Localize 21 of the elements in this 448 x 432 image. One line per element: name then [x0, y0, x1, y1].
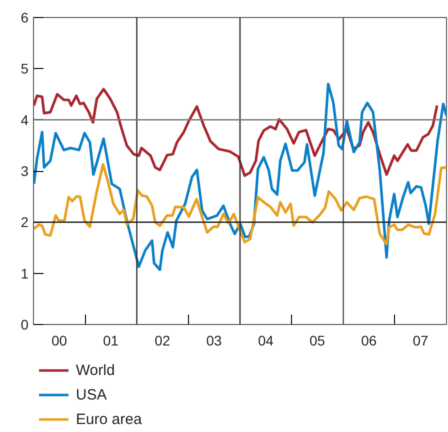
x-tick-label: 04 [258, 332, 274, 348]
legend-label: USA [76, 386, 107, 404]
x-tick-label: 06 [361, 332, 377, 348]
y-tick-label: 4 [20, 112, 29, 128]
x-tick-label: 05 [310, 332, 326, 348]
line-series [34, 82, 446, 272]
x-tick-label: 01 [103, 332, 119, 348]
y-tick-label: 1 [20, 265, 29, 282]
y-tick-label: 0 [20, 316, 29, 332]
y-tick-label: 3 [20, 163, 29, 179]
y-tick-label: 2 [20, 214, 29, 230]
line-series [34, 88, 438, 177]
x-tick-label: 02 [154, 332, 170, 348]
legend-label: Euro area [76, 411, 142, 428]
y-tick-label: 5 [20, 60, 29, 77]
line-series [34, 163, 446, 246]
x-tick-label: 00 [51, 332, 68, 348]
x-tick-label: 07 [412, 332, 428, 348]
legend-label: World [76, 362, 115, 379]
y-tick-label: 6 [20, 10, 29, 26]
x-tick-label: 03 [206, 332, 222, 348]
